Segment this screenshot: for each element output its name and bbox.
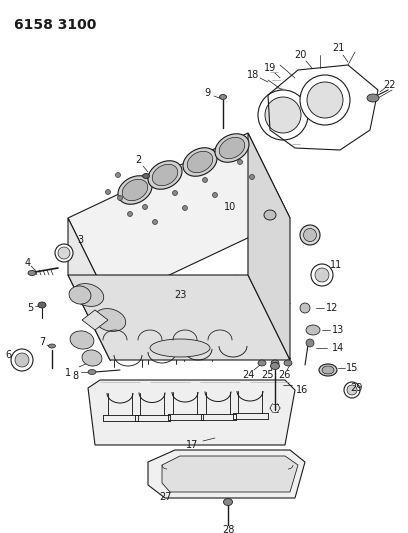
Ellipse shape — [220, 94, 226, 100]
Text: 10: 10 — [224, 202, 236, 212]
Text: 13: 13 — [332, 325, 344, 335]
Ellipse shape — [250, 174, 255, 180]
Text: 17: 17 — [186, 440, 198, 450]
Ellipse shape — [152, 164, 178, 185]
Ellipse shape — [311, 264, 333, 286]
Polygon shape — [68, 275, 290, 360]
Ellipse shape — [306, 339, 314, 347]
Text: 18: 18 — [247, 70, 259, 80]
Polygon shape — [162, 456, 298, 492]
Ellipse shape — [224, 498, 233, 505]
Ellipse shape — [271, 360, 279, 366]
Ellipse shape — [88, 369, 96, 375]
Text: 4: 4 — [25, 258, 31, 268]
Text: 23: 23 — [174, 290, 186, 300]
Ellipse shape — [115, 173, 120, 177]
Ellipse shape — [142, 174, 149, 179]
Ellipse shape — [237, 159, 242, 165]
Ellipse shape — [118, 196, 122, 200]
Text: 24: 24 — [242, 370, 254, 380]
Ellipse shape — [300, 303, 310, 313]
Ellipse shape — [304, 229, 317, 241]
Ellipse shape — [15, 353, 29, 367]
Text: 28: 28 — [222, 525, 234, 533]
Ellipse shape — [258, 90, 308, 140]
Polygon shape — [148, 450, 305, 498]
Text: 14: 14 — [332, 343, 344, 353]
Text: 8: 8 — [72, 371, 78, 381]
Ellipse shape — [284, 360, 292, 366]
Ellipse shape — [264, 210, 276, 220]
Ellipse shape — [215, 134, 249, 162]
Ellipse shape — [315, 268, 329, 282]
Text: 20: 20 — [294, 50, 306, 60]
Ellipse shape — [148, 161, 182, 189]
Ellipse shape — [344, 382, 360, 398]
Text: 29: 29 — [350, 383, 362, 393]
Ellipse shape — [69, 286, 91, 304]
Text: 25: 25 — [262, 370, 274, 380]
Text: 11: 11 — [330, 260, 342, 270]
Ellipse shape — [58, 247, 70, 259]
Ellipse shape — [213, 192, 217, 198]
Polygon shape — [248, 133, 290, 360]
Text: 26: 26 — [278, 370, 290, 380]
Text: 16: 16 — [296, 385, 308, 395]
Ellipse shape — [182, 206, 188, 211]
Text: 27: 27 — [159, 492, 171, 502]
Ellipse shape — [72, 284, 104, 306]
Ellipse shape — [142, 205, 148, 209]
Text: 15: 15 — [346, 363, 358, 373]
Text: 2: 2 — [135, 155, 141, 165]
Text: 7: 7 — [39, 337, 45, 347]
Ellipse shape — [322, 366, 334, 374]
Ellipse shape — [300, 75, 350, 125]
Text: 9: 9 — [204, 88, 210, 98]
Text: 21: 21 — [332, 43, 344, 53]
Text: 12: 12 — [326, 303, 338, 313]
Ellipse shape — [219, 138, 245, 159]
Ellipse shape — [202, 177, 208, 182]
Polygon shape — [68, 218, 110, 360]
Ellipse shape — [127, 212, 133, 216]
Ellipse shape — [367, 94, 379, 102]
Ellipse shape — [153, 220, 157, 224]
Text: 6158 3100: 6158 3100 — [14, 18, 96, 32]
Polygon shape — [68, 133, 290, 303]
Ellipse shape — [122, 179, 148, 201]
Ellipse shape — [11, 349, 33, 371]
Ellipse shape — [82, 350, 102, 366]
Text: 22: 22 — [384, 80, 396, 90]
Ellipse shape — [347, 385, 357, 395]
Ellipse shape — [173, 190, 177, 196]
Ellipse shape — [38, 302, 46, 308]
Ellipse shape — [183, 148, 217, 176]
Ellipse shape — [265, 97, 301, 133]
Ellipse shape — [300, 225, 320, 245]
Ellipse shape — [319, 364, 337, 376]
Text: 19: 19 — [264, 63, 276, 73]
Ellipse shape — [271, 362, 279, 369]
Text: 6: 6 — [5, 350, 11, 360]
Ellipse shape — [28, 271, 36, 276]
Ellipse shape — [187, 151, 213, 173]
Ellipse shape — [258, 360, 266, 366]
Ellipse shape — [150, 339, 210, 357]
Ellipse shape — [70, 331, 94, 349]
Ellipse shape — [55, 244, 73, 262]
Ellipse shape — [307, 82, 343, 118]
Ellipse shape — [306, 325, 320, 335]
Polygon shape — [88, 380, 295, 445]
Text: 5: 5 — [27, 303, 33, 313]
Polygon shape — [82, 310, 108, 330]
Ellipse shape — [94, 309, 126, 332]
Text: 3: 3 — [77, 235, 83, 245]
Ellipse shape — [49, 344, 55, 348]
Ellipse shape — [106, 190, 111, 195]
Text: 1: 1 — [65, 368, 71, 378]
Ellipse shape — [118, 176, 152, 204]
